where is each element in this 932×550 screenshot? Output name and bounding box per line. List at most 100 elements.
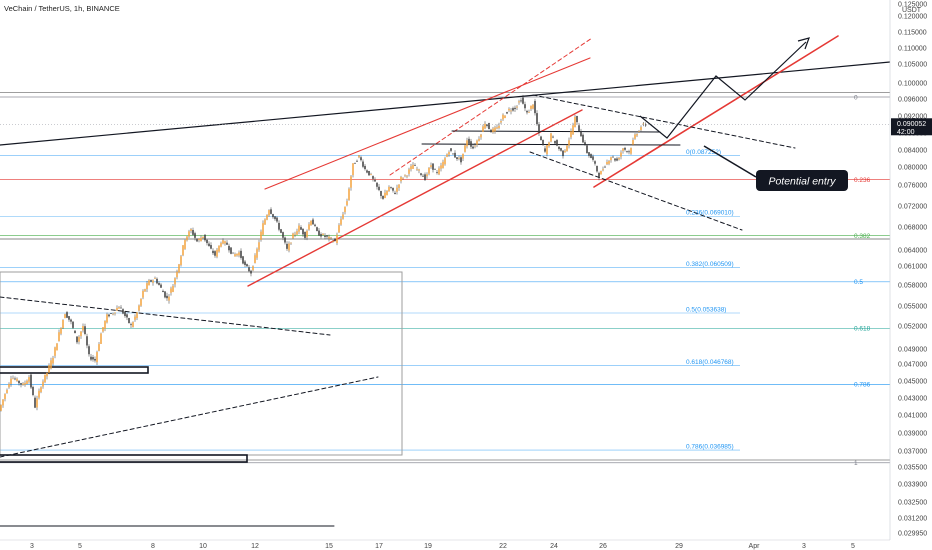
candle-body bbox=[202, 236, 204, 239]
candle-body bbox=[176, 271, 178, 278]
candle-body bbox=[74, 330, 76, 334]
candle-body bbox=[194, 233, 196, 238]
y-tick-label: 0.058000 bbox=[898, 282, 927, 289]
candle-body bbox=[620, 152, 622, 157]
drawing-tools[interactable] bbox=[0, 35, 891, 527]
candle-body bbox=[478, 138, 480, 141]
candle-body bbox=[430, 165, 432, 168]
fib-level-label: 0(0.087252) bbox=[686, 149, 721, 156]
y-tick-label: 0.029950 bbox=[898, 530, 927, 537]
candle-body bbox=[310, 220, 312, 226]
candle-body bbox=[122, 309, 124, 314]
candle-body bbox=[372, 176, 374, 179]
candle-body bbox=[406, 175, 408, 177]
candle-body bbox=[20, 383, 22, 385]
candle-body bbox=[398, 184, 400, 188]
candle-body bbox=[198, 238, 200, 241]
candle-body bbox=[524, 104, 526, 109]
support-line bbox=[593, 35, 839, 188]
candle-body bbox=[550, 133, 552, 142]
candle-body bbox=[222, 240, 224, 244]
plot-area[interactable] bbox=[0, 0, 890, 540]
candle-body bbox=[102, 327, 104, 332]
candle-body bbox=[264, 219, 266, 225]
fib-level-label: 0.5(0.053638) bbox=[686, 307, 726, 314]
candle-body bbox=[514, 107, 516, 109]
candle-body bbox=[570, 131, 572, 138]
y-tick-label: 0.068000 bbox=[898, 224, 927, 231]
candle-body bbox=[184, 240, 186, 249]
y-tick-label: 0.031200 bbox=[898, 515, 927, 522]
candle-body bbox=[538, 124, 540, 134]
candle-body bbox=[600, 170, 602, 175]
candle-body bbox=[154, 278, 156, 279]
candle-body bbox=[262, 223, 264, 235]
candle-body bbox=[322, 233, 324, 235]
candle-body bbox=[146, 283, 148, 290]
candle-body bbox=[416, 168, 418, 170]
y-tick-label: 0.045000 bbox=[898, 378, 927, 385]
candle-body bbox=[254, 255, 256, 263]
x-tick-label: 26 bbox=[599, 543, 607, 550]
candle-body bbox=[260, 231, 262, 240]
candle-body bbox=[286, 243, 288, 249]
candle-body bbox=[448, 152, 450, 155]
candle-body bbox=[44, 374, 46, 383]
candles bbox=[0, 94, 647, 412]
x-tick-label: Apr bbox=[749, 543, 761, 550]
y-tick-label: 0.047000 bbox=[898, 361, 927, 368]
fib-level-label: 0.236(0.069010) bbox=[686, 210, 734, 217]
candle-body bbox=[56, 343, 58, 351]
candle-body bbox=[470, 141, 472, 147]
x-tick-label: 3 bbox=[802, 543, 806, 550]
candle-body bbox=[378, 186, 380, 191]
candle-body bbox=[64, 314, 66, 319]
candle-body bbox=[506, 112, 508, 114]
candle-body bbox=[516, 106, 518, 108]
candle-body bbox=[594, 161, 596, 164]
candle-body bbox=[560, 148, 562, 151]
candle-body bbox=[624, 147, 626, 150]
candle-body bbox=[588, 152, 590, 156]
y-tick-label: 0.039000 bbox=[898, 430, 927, 437]
candle-body bbox=[500, 121, 502, 123]
candle-body bbox=[530, 105, 532, 109]
candle-body bbox=[316, 227, 318, 231]
candle-body bbox=[18, 380, 20, 384]
callout-label: Potential entry bbox=[768, 176, 836, 188]
candle-body bbox=[552, 136, 554, 138]
fib-level-label: 1 bbox=[854, 460, 858, 467]
fib-level-label: 0.786 bbox=[854, 382, 871, 389]
candle-body bbox=[626, 151, 628, 152]
candle-body bbox=[226, 242, 228, 245]
candle-body bbox=[544, 148, 546, 152]
candle-body bbox=[116, 307, 118, 311]
candle-body bbox=[84, 326, 86, 334]
candle-body bbox=[186, 236, 188, 241]
candle-body bbox=[46, 372, 48, 377]
candle-body bbox=[90, 356, 92, 360]
candle-body bbox=[114, 312, 116, 314]
candle-body bbox=[362, 161, 364, 167]
candle-body bbox=[86, 336, 88, 346]
candle-body bbox=[360, 157, 362, 161]
horizontal-segment bbox=[451, 130, 661, 133]
candle-body bbox=[634, 134, 636, 139]
candle-body bbox=[328, 236, 330, 239]
candle-body bbox=[456, 157, 458, 160]
arrow-icon bbox=[797, 37, 810, 50]
fib-level-label: 0.236 bbox=[854, 177, 871, 184]
candle-body bbox=[94, 358, 96, 361]
candle-body bbox=[542, 139, 544, 146]
candle-body bbox=[106, 314, 108, 323]
y-tick-label: 0.125000 bbox=[898, 1, 927, 8]
zone-rectangle bbox=[0, 454, 248, 463]
candle-body bbox=[578, 125, 580, 131]
candle-body bbox=[510, 110, 512, 112]
candle-body bbox=[54, 347, 56, 356]
candle-body bbox=[382, 195, 384, 199]
candle-body bbox=[464, 145, 466, 152]
candle-body bbox=[602, 169, 604, 171]
candle-body bbox=[364, 165, 366, 170]
